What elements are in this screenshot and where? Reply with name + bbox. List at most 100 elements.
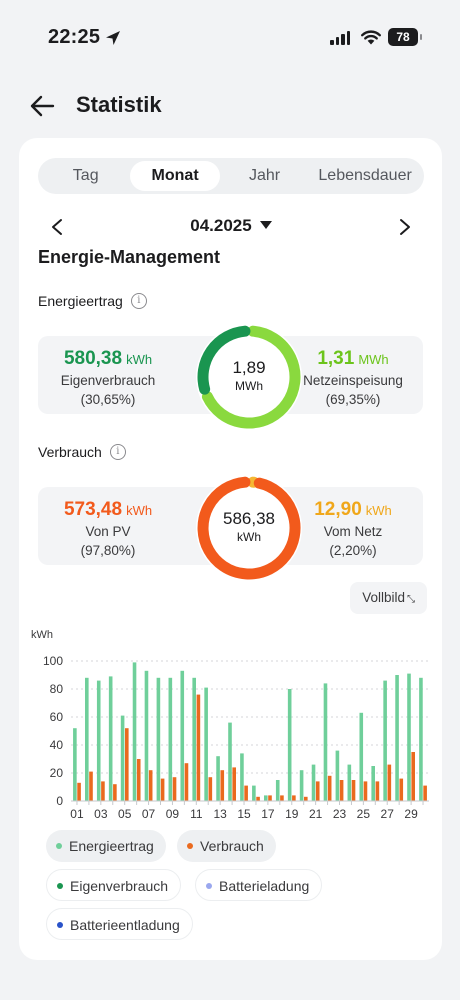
tab-tag[interactable]: Tag bbox=[72, 167, 99, 184]
bar-verbrauch-20 bbox=[304, 796, 308, 801]
verbrauch-total-unit: kWh bbox=[237, 530, 261, 544]
bar-energieertrag-27 bbox=[383, 680, 387, 801]
bar-verbrauch-30 bbox=[423, 785, 427, 801]
x-tick-label: 21 bbox=[309, 807, 323, 821]
chevron-right-icon[interactable] bbox=[398, 218, 412, 236]
bar-verbrauch-27 bbox=[387, 764, 392, 801]
energieertrag-label: Energieertrag bbox=[38, 293, 123, 309]
chevron-left-icon[interactable] bbox=[50, 218, 64, 236]
bar-energieertrag-16 bbox=[252, 785, 256, 801]
bar-verbrauch-22 bbox=[327, 775, 332, 801]
bar-verbrauch-08 bbox=[160, 778, 165, 801]
von-pv-ring-segment bbox=[197, 476, 301, 580]
netzeinspeisung-summary: 1,31 MWh Netzeinspeisung (69,35%) bbox=[283, 348, 423, 408]
daily-energy-bar-chart: kWh 0 20 40 60 80 100 01 03 05 07 09 11 13 15 17 19 21 23 2… bbox=[31, 629, 429, 821]
bar-verbrauch-28 bbox=[399, 778, 404, 801]
date-navigator: 04.2025 bbox=[38, 214, 424, 240]
energieertrag-panel: 580,38 kWh Eigenverbrauch (30,65%) 1,89 M… bbox=[38, 324, 423, 430]
bar-energieertrag-17 bbox=[264, 795, 268, 801]
legend-energieertrag[interactable]: Energieertrag bbox=[46, 830, 166, 862]
bar-energieertrag-14 bbox=[228, 722, 232, 801]
bar-verbrauch-04 bbox=[113, 784, 117, 801]
bar-verbrauch-06 bbox=[136, 759, 141, 801]
header: Statistik bbox=[0, 84, 460, 128]
x-tick-label: 19 bbox=[285, 807, 299, 821]
statistics-card: Tag Monat Jahr Lebensdauer 04.2025 Energ… bbox=[19, 138, 442, 960]
bar-verbrauch-10 bbox=[184, 763, 189, 801]
info-icon[interactable]: i bbox=[130, 293, 147, 309]
bar-verbrauch-09 bbox=[172, 777, 177, 801]
energieertrag-total-unit: MWh bbox=[235, 379, 263, 393]
y-tick-label: 80 bbox=[50, 682, 64, 696]
x-tick-label: 25 bbox=[357, 807, 371, 821]
netzeinspeisung-ring-segment bbox=[201, 325, 301, 429]
wifi-icon bbox=[361, 30, 381, 45]
y-tick-label: 40 bbox=[50, 738, 64, 752]
bar-verbrauch-16 bbox=[256, 796, 260, 801]
bar-energieertrag-24 bbox=[347, 764, 352, 801]
bar-verbrauch-05 bbox=[125, 728, 129, 801]
eigenverbrauch-ring-segment bbox=[197, 325, 251, 395]
cellular-signal-icon bbox=[330, 31, 350, 45]
legend-eigenverbrauch[interactable]: Eigenverbrauch bbox=[46, 869, 182, 901]
bar-energieertrag-06 bbox=[132, 662, 137, 801]
tab-monat[interactable]: Monat bbox=[130, 161, 220, 191]
verbrauch-label: Verbrauch bbox=[38, 444, 102, 460]
netzeinspeisung-label: Netzeinspeisung bbox=[303, 373, 403, 388]
bar-energieertrag-08 bbox=[156, 677, 161, 801]
x-tick-label: 11 bbox=[190, 807, 203, 821]
energieertrag-total-value: 1,89 bbox=[232, 358, 266, 377]
bar-verbrauch-23 bbox=[339, 780, 344, 801]
bar-verbrauch-15 bbox=[244, 785, 248, 801]
info-icon[interactable]: i bbox=[109, 444, 126, 460]
eigenverbrauch-percent: (30,65%) bbox=[80, 392, 136, 407]
x-tick-label: 27 bbox=[381, 807, 395, 821]
bar-energieertrag-11 bbox=[192, 677, 196, 801]
caret-down-icon bbox=[259, 220, 272, 229]
bar-verbrauch-13 bbox=[220, 770, 225, 801]
x-tick-label: 23 bbox=[333, 807, 347, 821]
eigenverbrauch-summary: 580,38 kWh Eigenverbrauch (30,65%) bbox=[38, 348, 178, 408]
bar-verbrauch-25 bbox=[363, 781, 368, 801]
x-tick-label: 03 bbox=[94, 807, 108, 821]
section-title: Energie-Management bbox=[38, 247, 221, 267]
y-axis-label: kWh bbox=[31, 629, 53, 641]
bar-energieertrag-02 bbox=[85, 677, 89, 801]
bar-verbrauch-26 bbox=[375, 781, 380, 801]
eigenverbrauch-label: Eigenverbrauch bbox=[60, 373, 156, 388]
bar-verbrauch-29 bbox=[411, 752, 415, 801]
date-picker[interactable]: 04.2025 bbox=[38, 216, 424, 236]
bar-verbrauch-17 bbox=[268, 795, 272, 801]
x-tick-label: 13 bbox=[213, 807, 227, 821]
tab-jahr[interactable]: Jahr bbox=[248, 167, 281, 184]
page-title: Statistik bbox=[76, 92, 162, 117]
vom-netz-unit: kWh bbox=[365, 503, 392, 518]
legend-batterieladung[interactable]: Batterieladung bbox=[195, 869, 323, 901]
bar-verbrauch-07 bbox=[148, 770, 153, 801]
date-label: 04.2025 bbox=[190, 216, 252, 235]
vom-netz-value: 12,90 bbox=[314, 499, 362, 520]
bar-energieertrag-04 bbox=[108, 676, 113, 801]
verbrauch-heading: Verbrauch i bbox=[38, 444, 126, 460]
legend-batterieentladung[interactable]: Batterieentladung bbox=[46, 908, 193, 940]
von-pv-percent: (97,80%) bbox=[80, 543, 136, 558]
tab-lebensdauer[interactable]: Lebensdauer bbox=[318, 167, 412, 184]
verbrauch-total-value: 586,38 bbox=[223, 509, 275, 528]
fullscreen-button[interactable]: Vollbild ⤡ bbox=[350, 582, 427, 614]
back-arrow-icon[interactable] bbox=[28, 92, 56, 120]
energieertrag-heading: Energieertrag i bbox=[38, 293, 147, 309]
bar-verbrauch-12 bbox=[208, 777, 213, 801]
bar-energieertrag-20 bbox=[299, 770, 304, 801]
legend-verbrauch[interactable]: Verbrauch bbox=[177, 830, 276, 862]
battery-icon: 78 bbox=[388, 28, 422, 46]
bar-verbrauch-24 bbox=[351, 780, 356, 801]
y-tick-label: 20 bbox=[50, 766, 64, 780]
von-pv-unit: kWh bbox=[126, 503, 153, 518]
eigenverbrauch-unit: kWh bbox=[126, 352, 153, 367]
bar-energieertrag-13 bbox=[216, 756, 220, 801]
bar-energieertrag-09 bbox=[168, 677, 173, 801]
fullscreen-label: Vollbild bbox=[362, 590, 405, 605]
status-bar: 22:25 78 bbox=[0, 0, 460, 70]
bar-energieertrag-28 bbox=[395, 675, 399, 801]
bar-verbrauch-01 bbox=[77, 782, 81, 801]
